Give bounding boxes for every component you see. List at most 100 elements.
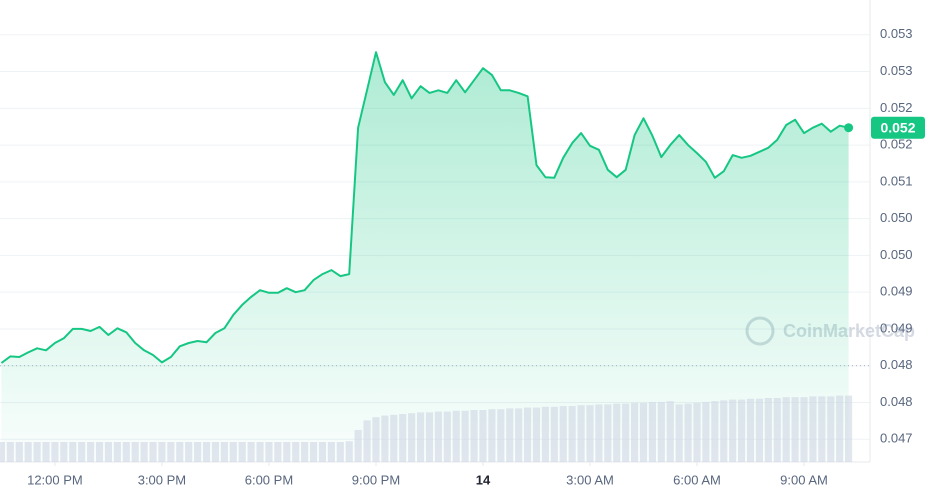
volume-bar bbox=[604, 404, 612, 462]
volume-bar bbox=[283, 442, 291, 462]
volume-bar bbox=[702, 402, 710, 462]
volume-bar bbox=[6, 442, 14, 462]
volume-bar bbox=[461, 410, 469, 462]
volume-bar bbox=[274, 442, 282, 462]
volume-bar bbox=[764, 398, 772, 462]
volume-bar bbox=[470, 410, 478, 462]
volume-bar bbox=[354, 430, 362, 462]
volume-bar bbox=[60, 442, 68, 462]
volume-bar bbox=[800, 397, 808, 462]
volume-bar bbox=[488, 409, 496, 462]
volume-bar bbox=[550, 406, 558, 462]
area-fill bbox=[1, 52, 849, 462]
volume-bar bbox=[104, 442, 113, 462]
volume-bar bbox=[559, 406, 567, 462]
x-tick-label: 3:00 PM bbox=[138, 472, 186, 487]
price-badge-label: 0.052 bbox=[880, 119, 915, 135]
volume-bar bbox=[577, 405, 585, 462]
volume-bar bbox=[408, 413, 416, 462]
volume-bar bbox=[265, 442, 273, 462]
volume-bar bbox=[595, 404, 603, 462]
volume-bar bbox=[845, 395, 853, 462]
volume-bar bbox=[639, 402, 648, 462]
volume-bar bbox=[729, 399, 737, 462]
volume-bar bbox=[42, 442, 50, 462]
volume-bar bbox=[256, 442, 264, 462]
volume-bar bbox=[229, 442, 237, 462]
volume-bar bbox=[247, 442, 255, 462]
volume-bar bbox=[836, 395, 844, 462]
x-tick-label: 3:00 AM bbox=[566, 472, 614, 487]
volume-bar bbox=[336, 442, 344, 462]
volume-bar bbox=[648, 402, 656, 462]
volume-bar bbox=[51, 442, 59, 462]
volume-bar bbox=[434, 411, 442, 462]
volume-bar bbox=[399, 414, 407, 462]
volume-bar bbox=[78, 442, 86, 462]
last-point bbox=[844, 123, 854, 133]
price-line bbox=[0, 51, 849, 364]
volume-bar bbox=[15, 442, 23, 462]
volume-bar bbox=[416, 412, 425, 462]
volume-bar bbox=[390, 414, 398, 462]
volume-bar bbox=[631, 402, 639, 462]
volume-bar bbox=[479, 410, 487, 462]
volume-bar bbox=[131, 442, 139, 462]
volume-bar bbox=[167, 442, 175, 462]
volume-bar bbox=[746, 398, 755, 462]
volume-bar bbox=[149, 442, 157, 462]
y-tick-label: 0.051 bbox=[880, 173, 913, 188]
volume-bar bbox=[345, 441, 353, 462]
volume-bar bbox=[309, 442, 318, 462]
volume-bar bbox=[327, 442, 335, 462]
volume-bar bbox=[0, 442, 5, 462]
volume-bar bbox=[113, 442, 121, 462]
volume-bar bbox=[140, 442, 148, 462]
volume-bar bbox=[506, 408, 514, 462]
volume-bar bbox=[363, 420, 371, 462]
volume-bar bbox=[657, 402, 665, 462]
volume-bar bbox=[497, 409, 505, 462]
volume-bar bbox=[292, 442, 300, 462]
x-tick-label: 6:00 AM bbox=[673, 472, 721, 487]
volume-bar bbox=[318, 442, 327, 462]
volume-bar bbox=[711, 401, 719, 462]
volume-bar bbox=[791, 397, 799, 462]
volume-bar bbox=[122, 442, 130, 462]
volume-bar bbox=[782, 397, 790, 462]
volume-bar bbox=[443, 411, 451, 462]
volume-bar bbox=[372, 417, 380, 462]
volume-bar bbox=[202, 442, 211, 462]
y-tick-label: 0.047 bbox=[880, 431, 913, 446]
volume-bar bbox=[738, 399, 746, 462]
volume-bar bbox=[425, 412, 434, 462]
volume-bar bbox=[301, 442, 309, 462]
volume-bar bbox=[24, 442, 32, 462]
y-tick-label: 0.049 bbox=[880, 284, 913, 299]
volume-bar bbox=[220, 442, 228, 462]
y-tick-label: 0.050 bbox=[880, 247, 913, 262]
volume-bar bbox=[381, 415, 389, 462]
y-tick-label: 0.049 bbox=[880, 320, 913, 335]
y-tick-label: 0.053 bbox=[880, 63, 913, 78]
price-badge bbox=[871, 116, 925, 139]
volume-bar bbox=[541, 406, 549, 462]
volume-bar bbox=[523, 407, 532, 462]
volume-bar bbox=[69, 442, 77, 462]
volume-bar bbox=[827, 396, 835, 462]
y-tick-label: 0.050 bbox=[880, 210, 913, 225]
volume-bar bbox=[176, 442, 184, 462]
x-tick-label: 9:00 PM bbox=[352, 472, 400, 487]
y-tick-label: 0.052 bbox=[880, 100, 913, 115]
volume-bar bbox=[693, 402, 701, 462]
volume-bar bbox=[95, 442, 104, 462]
volume-bar bbox=[452, 410, 460, 462]
volume-bar bbox=[158, 442, 166, 462]
volume-bar bbox=[586, 405, 594, 462]
y-tick-label: 0.053 bbox=[880, 26, 913, 41]
volume-bar bbox=[194, 442, 202, 462]
volume-bar bbox=[755, 398, 763, 462]
volume-bar bbox=[613, 403, 621, 462]
volume-bar bbox=[532, 407, 541, 462]
